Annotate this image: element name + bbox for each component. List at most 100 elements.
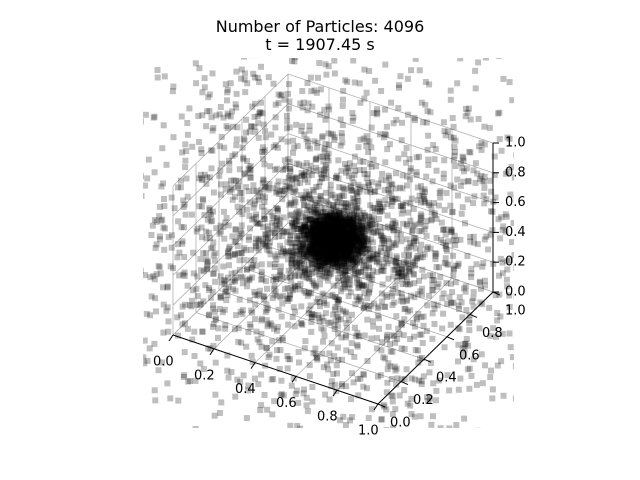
particle [321,238,328,244]
particle [338,381,345,387]
particle [326,236,333,243]
particle [312,221,319,228]
particle [238,75,245,82]
particle [491,153,498,160]
particle [293,219,300,226]
particle [395,270,402,276]
particle [293,251,300,258]
particle [328,250,334,256]
particle [390,217,397,224]
particle [359,282,366,289]
particle [277,275,284,282]
particle [487,177,494,184]
particle [457,375,464,382]
particle [325,277,332,284]
particle [407,307,414,314]
particle [253,219,260,226]
particle [346,248,353,255]
particle [295,349,302,355]
particle [318,239,325,246]
particle [330,238,336,245]
particle [298,225,305,232]
particle [230,177,237,184]
particle [366,256,373,263]
particle [354,247,361,254]
particle [328,236,335,243]
particle [128,241,134,247]
particle [164,283,171,290]
particle [331,227,338,234]
particle [322,237,329,244]
particle [180,271,187,278]
particle [481,236,488,243]
particle [198,267,205,274]
particle [298,303,305,310]
particle [301,226,307,233]
particle [218,295,224,301]
particle [327,230,334,237]
particle [391,333,398,340]
particle [409,227,416,234]
particle [154,74,161,81]
particle [311,257,318,264]
particle [386,174,393,181]
particle [297,179,304,186]
particle [540,364,546,370]
particle [321,236,328,243]
particle [410,319,416,326]
particle [352,168,359,175]
particle [316,255,323,262]
particle [256,110,263,117]
particle [340,258,347,265]
particle [348,232,355,239]
particle [345,248,351,255]
particle [244,266,250,273]
particle [336,227,343,234]
particle [398,321,405,328]
particle [378,438,384,444]
particle [305,216,312,223]
particle [244,206,251,213]
particle [321,166,328,173]
particle [325,103,332,110]
particle [335,244,342,251]
particle [210,320,217,327]
particle [310,245,317,252]
particle [308,314,315,321]
particle [448,280,454,287]
particle [450,299,457,306]
particle [344,242,351,249]
particle [303,214,310,221]
particle [317,245,324,252]
particle [239,211,246,218]
particle [69,332,75,338]
particle [418,199,424,206]
particle [340,251,347,258]
particle [455,262,461,269]
particle [305,138,311,145]
particle [285,295,292,302]
particle [567,80,573,86]
particle [342,228,349,235]
particle [335,245,342,252]
particle [327,213,333,220]
particle [208,245,215,252]
y-tick-label: 1.0 [505,304,526,319]
particle [361,95,368,102]
particle [453,422,460,428]
particle [342,245,349,252]
particle [415,310,422,317]
particle [285,156,292,162]
particle [292,243,299,250]
particle [415,347,421,354]
particle [319,225,326,232]
particle [325,242,332,249]
particle [335,242,342,249]
particle [188,297,195,304]
particle [255,31,261,37]
particle [235,325,242,332]
particle [312,224,319,231]
particle [186,105,193,112]
particle [246,199,253,206]
particle [451,184,458,191]
